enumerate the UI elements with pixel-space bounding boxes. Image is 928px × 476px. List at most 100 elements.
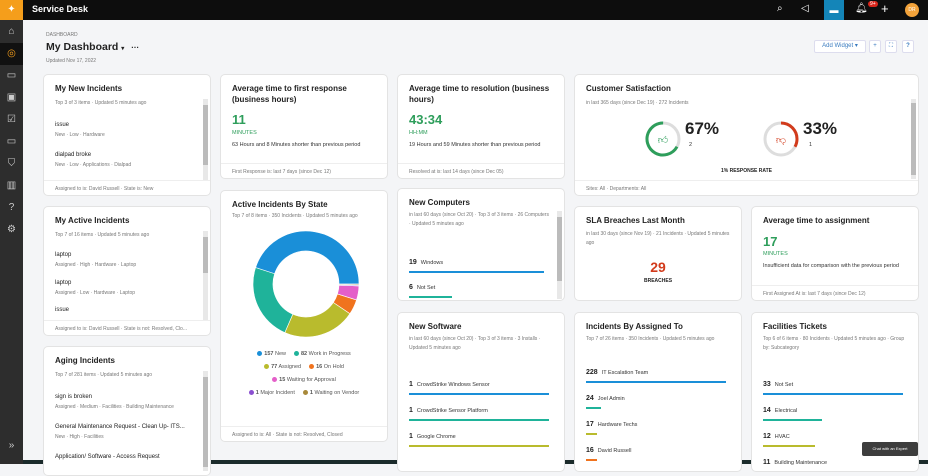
top-bar: ✦ Service Desk ⌕ ◁ ▬ 🔔︎ 9+ + DR <box>0 0 928 20</box>
legend-item[interactable]: 15 Waiting for Approval <box>272 377 336 383</box>
reports-icon[interactable]: ▥ <box>6 180 17 191</box>
logo-icon[interactable]: ✦ <box>0 0 23 20</box>
scrollbar[interactable] <box>911 99 916 179</box>
metric-note: 63 Hours and 8 Minutes shorter than prev… <box>232 142 361 148</box>
more-icon[interactable]: ··· <box>131 43 140 52</box>
dashboard-icon[interactable]: ◎ <box>0 43 23 65</box>
widget-resolution: Average time to resolution (business hou… <box>397 74 565 179</box>
chat-with-expert-button[interactable]: Chat with an Expert <box>862 442 918 456</box>
bar-item[interactable]: 16 David Russell <box>586 439 726 461</box>
bar-item[interactable]: 228 IT Escalation Team <box>586 361 726 383</box>
list-item[interactable]: laptop Assigned · High · Hardware · Lapto… <box>55 252 136 268</box>
widget-title: Average time to assignment <box>763 216 870 225</box>
bar-item[interactable]: 1 CrowdStrike Windows Sensor <box>409 373 549 395</box>
bar-label: CrowdStrike Windows Sensor <box>416 382 490 388</box>
bar-count: 1 <box>409 407 413 414</box>
item-name: laptop <box>55 280 72 286</box>
legend-value: 1 <box>309 390 313 396</box>
announcement-icon[interactable]: ◁ <box>801 3 809 14</box>
bar-text: 33 Not Set <box>763 373 793 391</box>
help-icon[interactable]: ? <box>8 202 15 213</box>
widget-title: New Software <box>409 322 462 331</box>
bar-fill <box>586 459 598 461</box>
bar-item[interactable]: 14 Electrical <box>763 399 903 421</box>
list-item[interactable]: sign is broken Assigned · Medium · Facili… <box>55 394 174 410</box>
avatar[interactable]: DR <box>905 3 919 17</box>
search-icon[interactable]: ⌕ <box>777 3 783 14</box>
bar-item[interactable]: 11 Building Maintenance <box>763 451 903 471</box>
bar-item[interactable]: 1 Google Chrome <box>409 425 549 447</box>
ticket-icon[interactable]: ▭ <box>6 70 17 81</box>
scrollbar[interactable] <box>203 371 208 471</box>
page-title[interactable]: My Dashboard ▾ ··· <box>46 41 139 53</box>
bar-item[interactable]: 12 HVAC <box>763 425 903 447</box>
widget-incidents-by-state: Active Incidents By State Top 7 of 8 ite… <box>220 190 388 442</box>
gear-icon[interactable]: ⚙ <box>7 224 16 235</box>
bar-fill <box>409 393 549 395</box>
legend-item[interactable]: 157 New <box>257 351 286 357</box>
tasks-icon[interactable]: ☑ <box>7 114 16 125</box>
donut-slice-waiting-on-vendor[interactable] <box>338 283 360 286</box>
bar-item[interactable]: 1 CrowdStrike Sensor Platform <box>409 399 549 421</box>
widget-footer: First Assigned At is: last 7 days (since… <box>752 285 918 300</box>
legend-swatch <box>302 390 308 396</box>
scrollbar[interactable] <box>203 231 208 321</box>
list-item[interactable]: issue New · Low · Hardware <box>55 122 105 138</box>
legend-row: 1 Major Incident 1 Waiting on Vendor <box>221 390 387 396</box>
add-button[interactable]: + <box>869 40 881 53</box>
donut-slice-assigned[interactable] <box>284 302 351 338</box>
list-item[interactable]: Application/ Software - Access Request <box>55 454 160 460</box>
fullscreen-icon[interactable]: ⛶ <box>885 40 897 53</box>
legend-item[interactable]: 1 Major Incident <box>248 390 295 396</box>
legend-item[interactable]: 1 Waiting on Vendor <box>302 390 359 396</box>
catalog-icon[interactable]: ▭ <box>6 136 17 147</box>
metric-note: Insufficient data for comparison with th… <box>763 263 899 269</box>
chevron-down-icon[interactable]: ▾ <box>121 46 125 52</box>
list-item[interactable]: issue <box>55 307 69 313</box>
scrollbar[interactable] <box>557 211 562 299</box>
bar-item[interactable]: 6 Not Set <box>409 276 544 298</box>
updated-text: Updated Nov 17, 2022 <box>46 58 97 64</box>
thumbs-up-icon: 👍︎ <box>658 135 669 146</box>
legend-item[interactable]: 82 Work in Progress <box>294 351 351 357</box>
list-item[interactable]: dialpad broke New · Low · Applications · … <box>55 152 131 168</box>
widget-incidents-by-assigned-to: Incidents By Assigned To Top 7 of 26 ite… <box>574 312 742 472</box>
bar-count: 16 <box>586 447 594 454</box>
bar-label: David Russell <box>597 448 632 454</box>
list-item[interactable]: General Maintenance Request - Clean Up- … <box>55 424 185 440</box>
thumbs-down-icon: 👎︎ <box>776 135 786 146</box>
bar-count: 19 <box>409 259 417 266</box>
list-item[interactable]: laptop Assigned · Low · Hardware · Laptop <box>55 280 135 296</box>
scrollbar[interactable] <box>203 99 208 181</box>
chat-icon[interactable]: ▬ <box>824 0 844 20</box>
widget-title: Incidents By Assigned To <box>586 322 683 331</box>
add-widget-button[interactable]: Add Widget ▾ <box>814 40 866 53</box>
plus-icon[interactable]: + <box>881 1 889 16</box>
legend-item[interactable]: 16 On Hold <box>309 364 344 370</box>
widget-time-to-assignment: Average time to assignment 17 MINUTES In… <box>751 206 919 301</box>
donut-slice-work-in-progress[interactable] <box>252 267 294 334</box>
bar-item[interactable]: 19 Windows <box>409 251 544 273</box>
bar-label: Joel Admin <box>597 396 625 402</box>
bar-item[interactable]: 24 Joel Admin <box>586 387 726 409</box>
assets-icon[interactable]: ▣ <box>6 92 17 103</box>
donut-slice-new[interactable] <box>255 230 360 285</box>
bar-label: Google Chrome <box>416 434 456 440</box>
legend-item[interactable]: 77 Assigned <box>264 364 301 370</box>
shield-icon[interactable]: ⛉ <box>7 158 16 169</box>
home-icon[interactable]: ⌂ <box>8 26 15 37</box>
bar-text: 12 HVAC <box>763 425 790 443</box>
expand-icon[interactable]: » <box>8 440 15 451</box>
bar-item[interactable]: 33 Not Set <box>763 373 903 395</box>
bar-item[interactable]: 17 Hardware Techs <box>586 413 726 435</box>
bar-text: 1 Google Chrome <box>409 425 456 443</box>
widget-title: My Active Incidents <box>55 216 130 225</box>
legend-value: 77 <box>271 364 278 370</box>
help-button[interactable]: ? <box>902 40 914 53</box>
widget-subtitle: in last 60 days (since Oct 20) · Top 3 o… <box>409 336 541 351</box>
bell-icon[interactable]: 🔔︎ <box>855 3 868 14</box>
metric-value: 43:34 <box>409 112 443 127</box>
bar-label: Electrical <box>774 408 798 414</box>
bar-text: 19 Windows <box>409 251 443 269</box>
legend-label: On Hold <box>323 364 344 370</box>
